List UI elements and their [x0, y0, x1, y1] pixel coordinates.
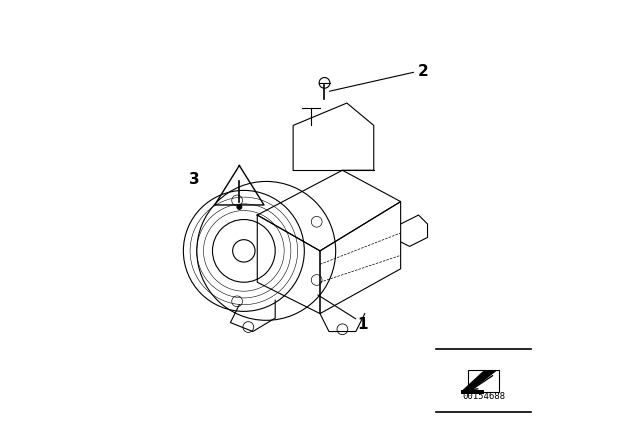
Circle shape	[319, 78, 330, 88]
Text: 2: 2	[418, 64, 428, 79]
Text: 1: 1	[357, 317, 368, 332]
Circle shape	[237, 205, 242, 209]
Polygon shape	[461, 390, 484, 394]
Text: 3: 3	[189, 172, 200, 187]
Polygon shape	[461, 370, 497, 391]
Text: 00154688: 00154688	[462, 392, 505, 401]
